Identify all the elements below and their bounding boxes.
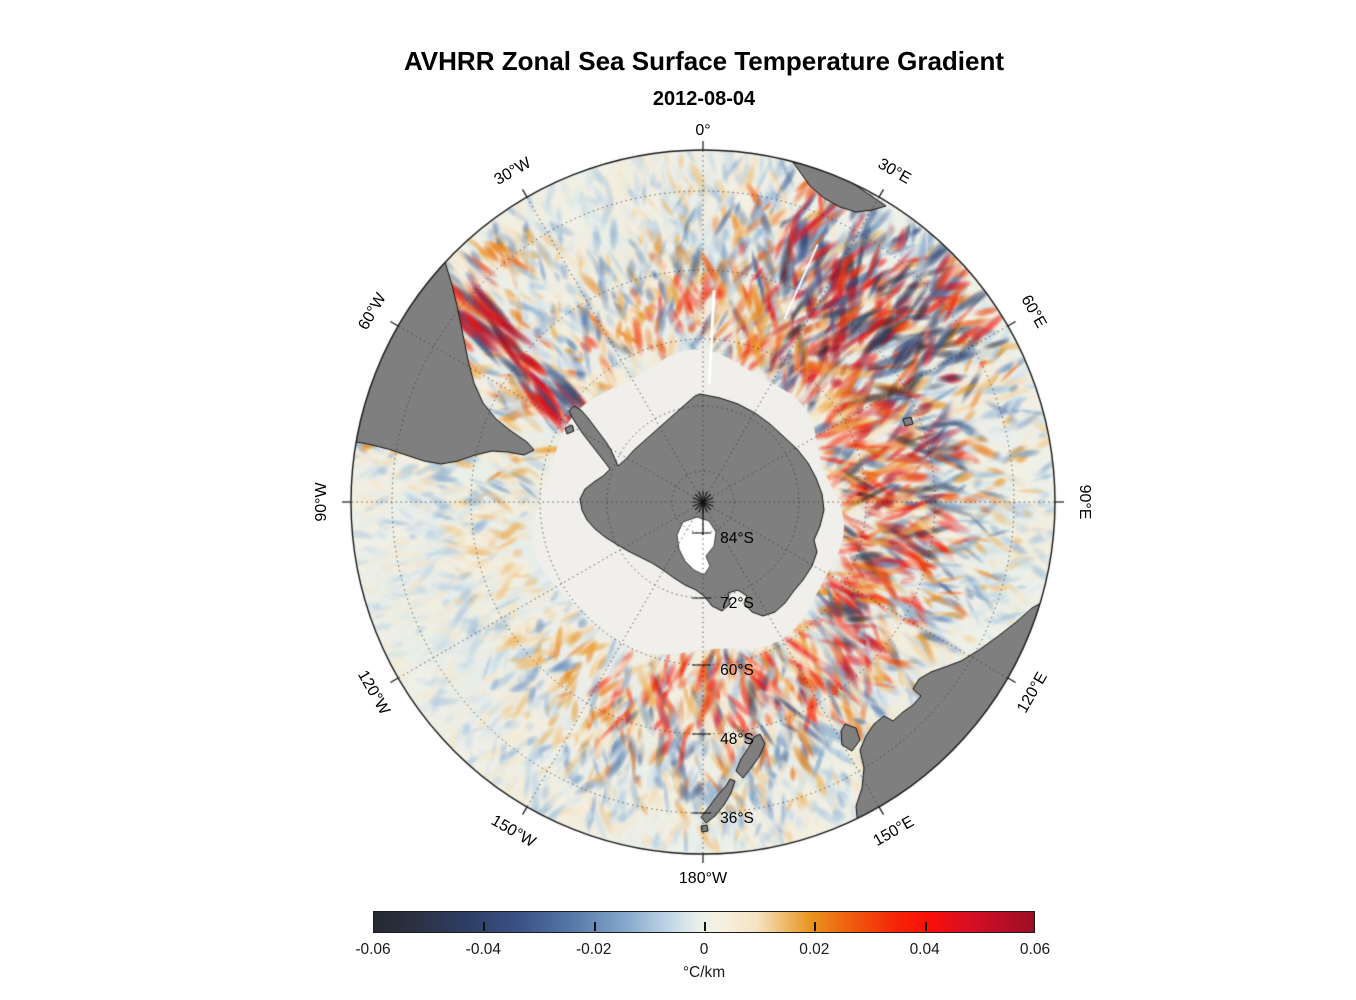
colorbar-tick-mark — [704, 922, 706, 931]
colorbar-tick-label: -0.06 — [355, 941, 391, 958]
colorbar-unit-label: °C/km — [682, 964, 726, 981]
colorbar-tick-label: -0.02 — [575, 941, 612, 958]
colorbar-tick-mark — [924, 922, 927, 931]
colorbar-tick-label: 0 — [699, 941, 709, 958]
colorbar-tick-label: 0.04 — [909, 941, 940, 958]
colorbar-tick-label: 0.06 — [1019, 941, 1051, 958]
colorbar-tick-label: 0.02 — [799, 941, 830, 958]
colorbar-tick-mark — [814, 922, 817, 931]
colorbar-gradient — [373, 911, 1035, 933]
colorbar-tick-mark — [593, 922, 596, 931]
colorbar-tick-mark — [483, 922, 486, 931]
colorbar: -0.06 -0.04 -0.02 0 0.02 0.04 0.06 °C/km — [355, 911, 1050, 991]
colorbar-tick-label: -0.04 — [465, 941, 501, 958]
